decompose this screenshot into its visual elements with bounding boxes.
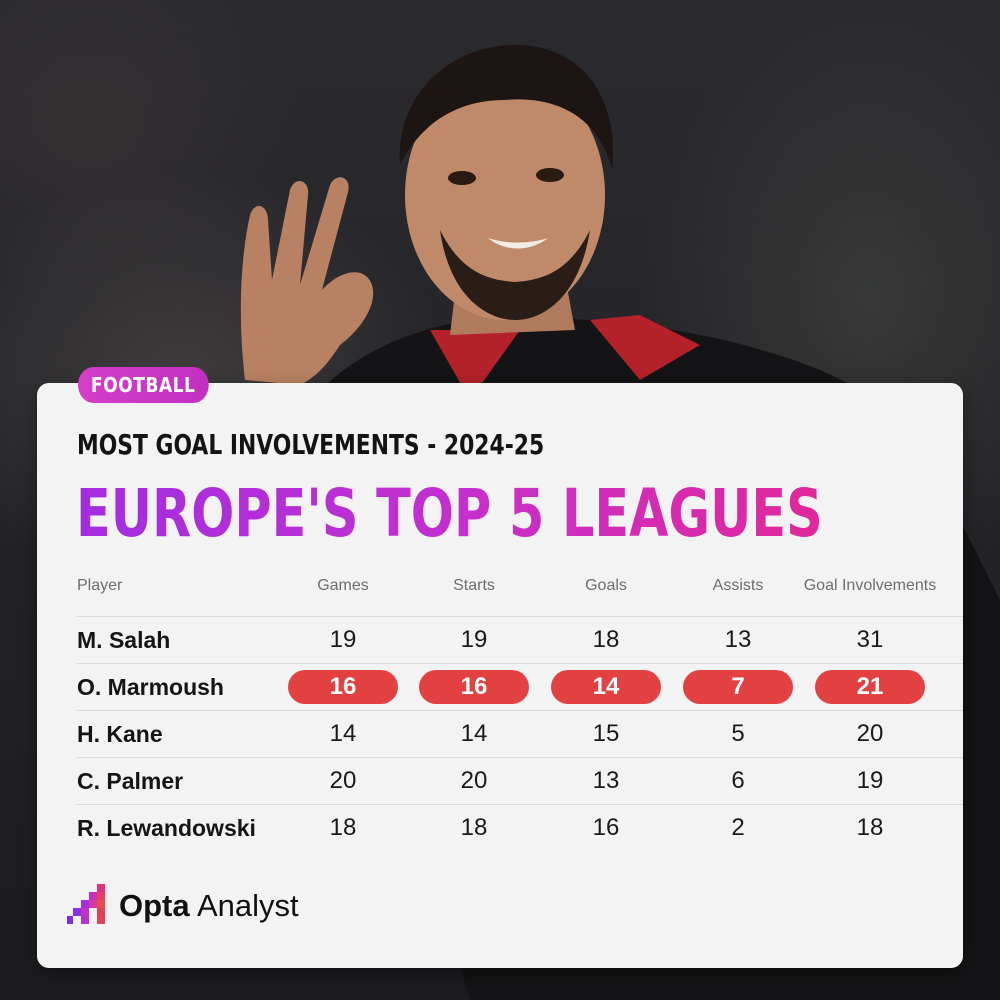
player-name: R. Lewandowski [77,815,256,841]
cell-assists: 5 [731,720,745,747]
cell-goal-involvements: 20 [856,720,884,747]
table-header: Player Games Starts Goals Assists Goal I… [77,566,963,617]
brand-name-opta: Opta [119,888,190,923]
cell-goals: 18 [592,626,620,653]
header-starts: Starts [453,577,495,594]
table-row: O. Marmoush 16 16 14 7 21 [77,664,963,711]
cell-games: 20 [329,767,357,794]
cell-goal-involvements: 31 [856,626,884,653]
cell-goal-involvements: 18 [856,814,884,841]
table-row: M. Salah 19 19 18 13 31 [77,617,963,664]
cell-games: 19 [329,626,357,653]
cell-assists: 13 [724,626,752,653]
opta-logo-icon [67,884,105,924]
cell-goals: 13 [592,767,620,794]
cell-starts: 19 [460,626,488,653]
cell-goal-involvements: 21 [815,670,925,704]
header-goals: Goals [585,577,627,594]
cell-goals: 14 [551,670,661,704]
player-name: M. Salah [77,627,171,653]
subtitle: MOST GOAL INVOLVEMENTS - 2024-25 [77,428,545,461]
table-row: H. Kane 14 14 15 5 20 [77,711,963,758]
cell-starts: 20 [460,767,488,794]
player-name: H. Kane [77,721,163,747]
player-name: C. Palmer [77,768,184,794]
cell-assists: 2 [731,814,745,841]
cell-goals: 15 [592,720,620,747]
cell-goals: 16 [592,814,620,841]
cell-games: 14 [329,720,357,747]
table-row: R. Lewandowski 18 18 16 2 18 [77,805,963,851]
header-games: Games [317,577,369,594]
header-assists: Assists [712,577,764,594]
cell-goal-involvements: 19 [856,767,884,794]
cell-starts: 14 [460,720,488,747]
cell-games: 16 [288,670,398,704]
table-row: C. Palmer 20 20 13 6 19 [77,758,963,805]
page-title: EUROPE'S TOP 5 LEAGUES [76,475,823,552]
cell-starts: 18 [460,814,488,841]
brand-name-analyst: Analyst [197,888,299,923]
category-tag: FOOTBALL [78,367,209,403]
cell-games: 18 [329,814,357,841]
cell-starts: 16 [419,670,529,704]
stats-table: Player Games Starts Goals Assists Goal I… [77,566,963,851]
table-body: M. Salah 19 19 18 13 31 O. Marmoush 16 16 14 7 21 H.… [77,617,963,851]
header-goal-involvements: Goal Involvements [803,577,937,594]
player-name: O. Marmoush [77,674,224,700]
header-player: Player [77,577,123,594]
cell-assists: 6 [731,767,745,794]
cell-assists: 7 [683,670,793,704]
